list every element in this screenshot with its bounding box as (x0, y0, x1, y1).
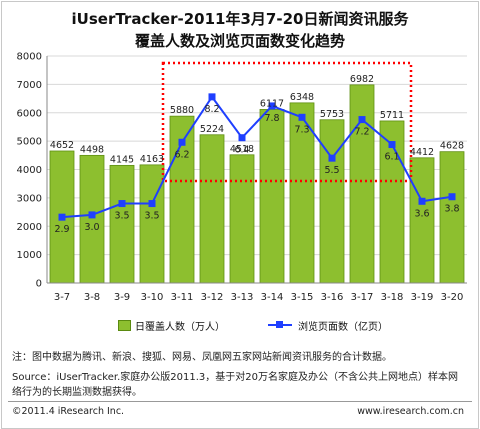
y-tick-label: 3000 (17, 193, 42, 204)
line-marker (118, 200, 126, 208)
bar (109, 164, 135, 284)
bar-value-label: 6348 (290, 92, 314, 103)
bar-value-label: 4412 (410, 147, 434, 158)
y-tick-label: 0 (36, 279, 42, 290)
x-tick-label: 3-7 (54, 292, 70, 303)
line-marker (388, 141, 396, 149)
line-value-label: 3.8 (444, 204, 459, 215)
line-marker (268, 102, 276, 110)
line-value-label: 3.5 (144, 211, 159, 222)
line-value-label: 7.8 (264, 113, 279, 124)
bar (199, 134, 225, 284)
bar-value-label: 6982 (350, 74, 374, 85)
y-tick-label: 8000 (17, 52, 42, 63)
line-marker (148, 200, 156, 208)
bar-value-label: 5753 (320, 109, 344, 120)
line-value-label: 7.3 (294, 124, 309, 135)
line-marker (358, 116, 366, 124)
line-value-label: 6.1 (384, 152, 399, 163)
line-marker (208, 93, 216, 101)
bar (319, 119, 345, 284)
bar-value-label: 4628 (440, 141, 464, 152)
bar (79, 154, 105, 284)
y-tick-label: 7000 (17, 80, 42, 91)
line-marker (58, 213, 66, 221)
y-tick-label: 1000 (17, 250, 42, 261)
line-marker (298, 113, 306, 121)
bar-value-label: 4652 (50, 140, 74, 151)
bar (409, 157, 435, 284)
bar-value-label: 4163 (140, 154, 164, 165)
line-value-label: 6.2 (174, 149, 189, 160)
y-tick-label: 5000 (17, 137, 42, 148)
bar-value-label: 4498 (80, 144, 104, 155)
x-tick-label: 3-12 (201, 292, 224, 303)
bar (229, 154, 255, 284)
x-tick-label: 3-13 (231, 292, 254, 303)
x-tick-label: 3-8 (84, 292, 100, 303)
legend-label-bar: 日覆盖人数（万人） (135, 322, 225, 333)
bar-value-label: 5711 (380, 110, 404, 121)
source-line-2: 络行为的长期监测数据获得。 (12, 387, 142, 398)
copyright: ©2011.4 iResearch Inc. (12, 406, 125, 417)
legend-marker-icon (276, 321, 283, 328)
bar-value-label: 6117 (260, 98, 284, 109)
footer-divider (8, 401, 472, 402)
bar (259, 109, 285, 284)
bar (439, 151, 465, 284)
bar (139, 164, 165, 284)
line-value-label: 5.5 (324, 165, 339, 176)
line-series (61, 95, 453, 219)
bar-value-label: 5880 (170, 105, 194, 116)
x-tick-label: 3-20 (441, 292, 464, 303)
line-value-label: 3.5 (114, 211, 129, 222)
x-tick-label: 3-17 (351, 292, 374, 303)
source-line-1: Source：iUserTracker.家庭办公版2011.3，基于对20万名家… (12, 372, 458, 383)
line-marker (448, 193, 456, 201)
line-value-label: 6.4 (234, 145, 249, 156)
x-tick-label: 3-9 (114, 292, 130, 303)
x-tick-label: 3-16 (321, 292, 344, 303)
legend-label-line: 浏览页面数（亿页） (298, 322, 388, 333)
y-tick-label: 6000 (17, 108, 42, 119)
line-marker (418, 197, 426, 205)
y-tick-label: 4000 (17, 165, 42, 176)
line-value-label: 3.0 (84, 222, 99, 233)
y-tick-label: 2000 (17, 222, 42, 233)
bar (289, 102, 315, 284)
x-tick-label: 3-19 (411, 292, 434, 303)
bar-value-label: 5224 (200, 124, 224, 135)
line-value-label: 7.2 (354, 127, 369, 138)
line-marker (88, 211, 96, 219)
chart-subtitle: 覆盖人数及浏览页面数变化趋势 (134, 32, 345, 50)
line-value-label: 3.6 (414, 208, 429, 219)
data-note: 注：图中数据为腾讯、新浪、搜狐、网易、凤凰网五家网站新闻资讯服务的合计数据。 (12, 352, 392, 363)
chart-plot: 4652 4498 4145 4163 5880 5224 4518 6117 6348 5753… (17, 52, 467, 303)
x-tick-label: 3-11 (171, 292, 194, 303)
x-tick-label: 3-10 (141, 292, 164, 303)
bar-value-label: 4518 (230, 144, 254, 155)
line-marker (328, 154, 336, 162)
chart-title: iUserTracker-2011年3月7-20日新闻资讯服务 (71, 10, 409, 28)
website: www.iresearch.com.cn (357, 406, 464, 417)
line-value-label: 2.9 (54, 224, 69, 235)
legend-swatch-bar (118, 320, 131, 331)
bar-value-label: 4145 (110, 154, 134, 165)
line-marker (238, 134, 246, 142)
bar (349, 84, 375, 284)
line-marker (178, 138, 186, 146)
x-tick-label: 3-14 (261, 292, 284, 303)
x-tick-label: 3-15 (291, 292, 314, 303)
line-value-label: 8.2 (204, 104, 219, 115)
x-tick-label: 3-18 (381, 292, 404, 303)
highlight-box (161, 61, 413, 183)
bar (169, 115, 195, 284)
